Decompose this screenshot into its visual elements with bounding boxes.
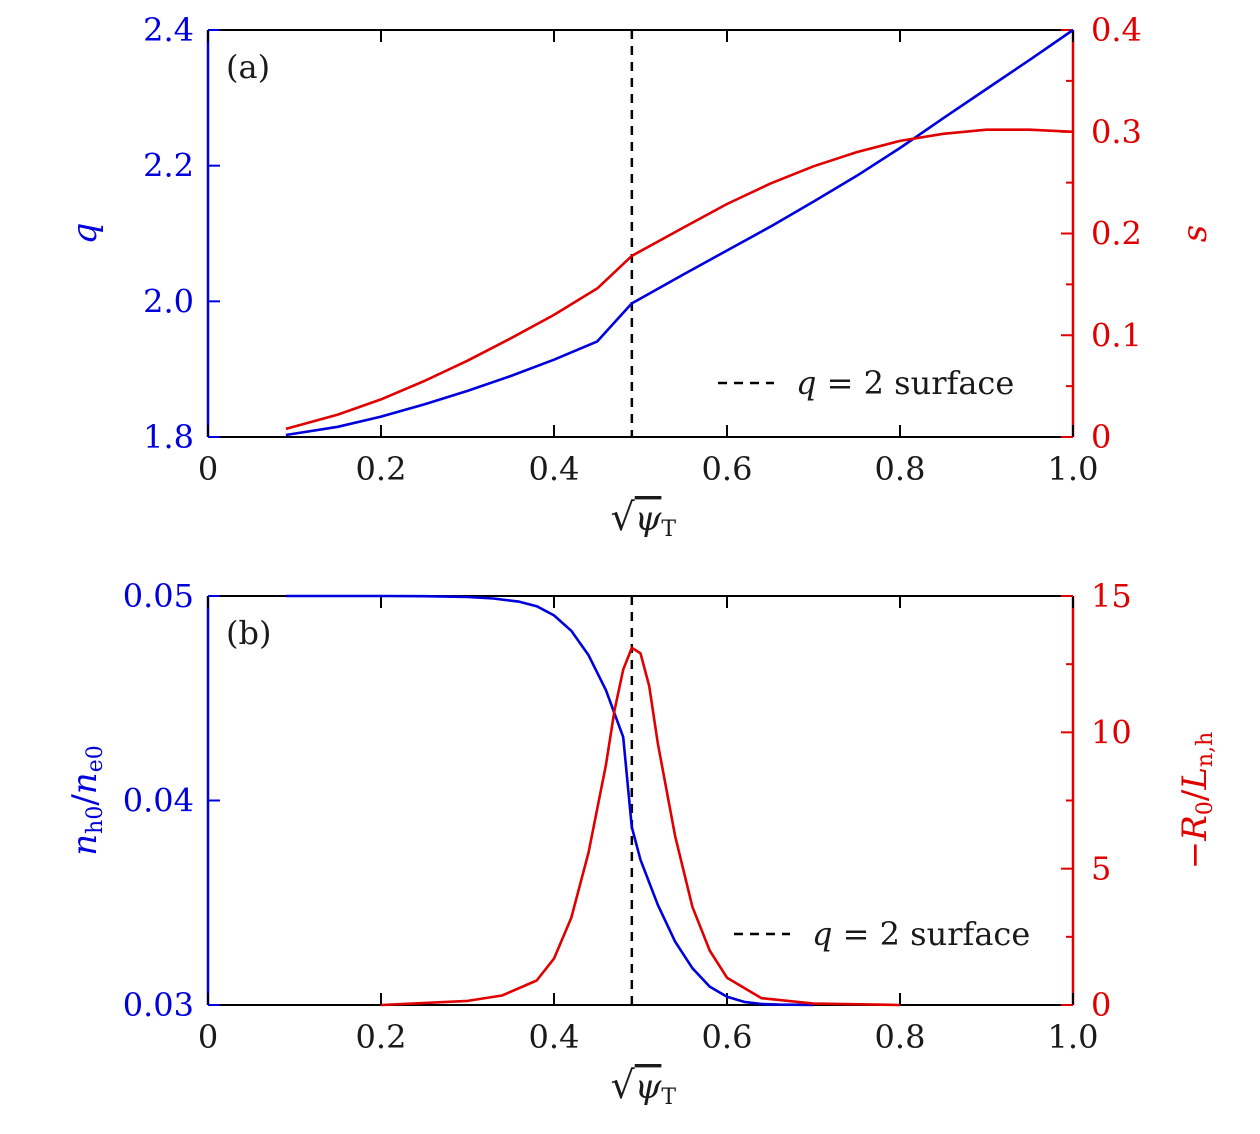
panel-label: (b) (226, 614, 271, 652)
y-left-tick-label: 1.8 (143, 418, 194, 456)
red-series-line (380, 646, 901, 1007)
legend-q: q (812, 915, 832, 953)
y-right-label-L: L (1175, 767, 1215, 791)
x-tick-label: 0.2 (356, 1018, 407, 1056)
y-right-tick-label: 0 (1091, 986, 1111, 1024)
y-left-label-group: nh0/ne0 (65, 745, 108, 855)
y-right-label-group: s (1175, 225, 1215, 242)
panel-b: 0 0.2 0.4 0.6 0.8 1.0 0.03 0.04 0.05 0 5 10 15 (b) q =… (65, 577, 1218, 1110)
y-left-tick-label: 2.2 (143, 147, 194, 185)
x-label-psi: ψ (635, 1067, 662, 1107)
y-right-label-slash: / (1175, 789, 1215, 801)
y-right-tick-label: 0.3 (1091, 113, 1142, 151)
x-tick-label: 1.0 (1048, 450, 1099, 488)
y-left-label-sub1: h0 (83, 806, 108, 834)
x-label-sub: T (661, 517, 676, 542)
x-tick-label: 0.4 (529, 450, 580, 488)
y-left-label: q (65, 223, 105, 245)
y-right-label: s (1175, 225, 1215, 242)
legend-q: q (796, 364, 816, 402)
x-tick-label: 0.2 (356, 450, 407, 488)
x-axis-label: √ψT (611, 1063, 677, 1110)
legend-text: q = 2 surface (812, 915, 1030, 953)
x-label-sub: T (661, 1085, 676, 1110)
y-right-label-sub1: 0 (1193, 801, 1218, 815)
panel-a: 0 0.2 0.4 0.6 0.8 1.0 1.8 2.0 2.2 2.4 0 0.1 0.2 0.3 0.… (65, 11, 1215, 542)
y-left-tick-label: 2.0 (143, 282, 194, 320)
x-tick-label: 1.0 (1048, 1018, 1099, 1056)
y-left-label: nh0/ne0 (65, 745, 108, 855)
y-right-tick-label: 15 (1091, 577, 1132, 615)
y-left-tick-label: 2.4 (143, 11, 194, 49)
blue-series-line (285, 594, 814, 1007)
legend-rest: = 2 surface (832, 915, 1030, 953)
x-tick-label: 0 (198, 450, 218, 488)
y-left-tick-label: 0.05 (123, 577, 194, 615)
panel-label: (a) (226, 48, 270, 86)
y-left-label-group: q (65, 223, 105, 245)
y-right-tick-label: 10 (1091, 713, 1132, 751)
x-tick-label: 0 (198, 1018, 218, 1056)
x-tick-label: 0.8 (875, 450, 926, 488)
y-left-label-n: n (65, 834, 105, 856)
x-tick-label: 0.8 (875, 1018, 926, 1056)
legend-text: q = 2 surface (796, 364, 1014, 402)
x-label-radical: √ (611, 1063, 636, 1107)
y-right-tick-label: 0.1 (1091, 316, 1142, 354)
blue-series-line (285, 28, 1074, 437)
y-right-label-minus: − (1175, 841, 1215, 870)
x-tick-label: 0.6 (702, 1018, 753, 1056)
y-right-label-R: R (1175, 815, 1215, 842)
y-right-tick-label: 5 (1091, 850, 1111, 888)
x-label-psi: ψ (635, 499, 662, 539)
y-right-tick-label: 0.2 (1091, 215, 1142, 253)
x-tick-label: 0.6 (702, 450, 753, 488)
y-left-label-n2: n (65, 772, 105, 794)
x-axis-label: √ψT (611, 495, 677, 542)
y-left-label-sub2: e0 (83, 745, 108, 772)
legend-rest: = 2 surface (816, 364, 1014, 402)
y-left-label-slash: / (65, 794, 105, 806)
y-left-tick-label: 0.03 (123, 986, 194, 1024)
red-series-line (285, 128, 1074, 431)
y-right-tick-label: 0.4 (1091, 11, 1142, 49)
y-right-label: −R0/Ln,h (1175, 732, 1218, 870)
y-left-tick-label: 0.04 (123, 782, 194, 820)
y-right-label-sub2: n,h (1193, 732, 1218, 767)
y-right-tick-label: 0 (1091, 418, 1111, 456)
x-label-radical: √ (611, 495, 636, 539)
y-right-label-group: −R0/Ln,h (1175, 732, 1218, 870)
x-tick-label: 0.4 (529, 1018, 580, 1056)
